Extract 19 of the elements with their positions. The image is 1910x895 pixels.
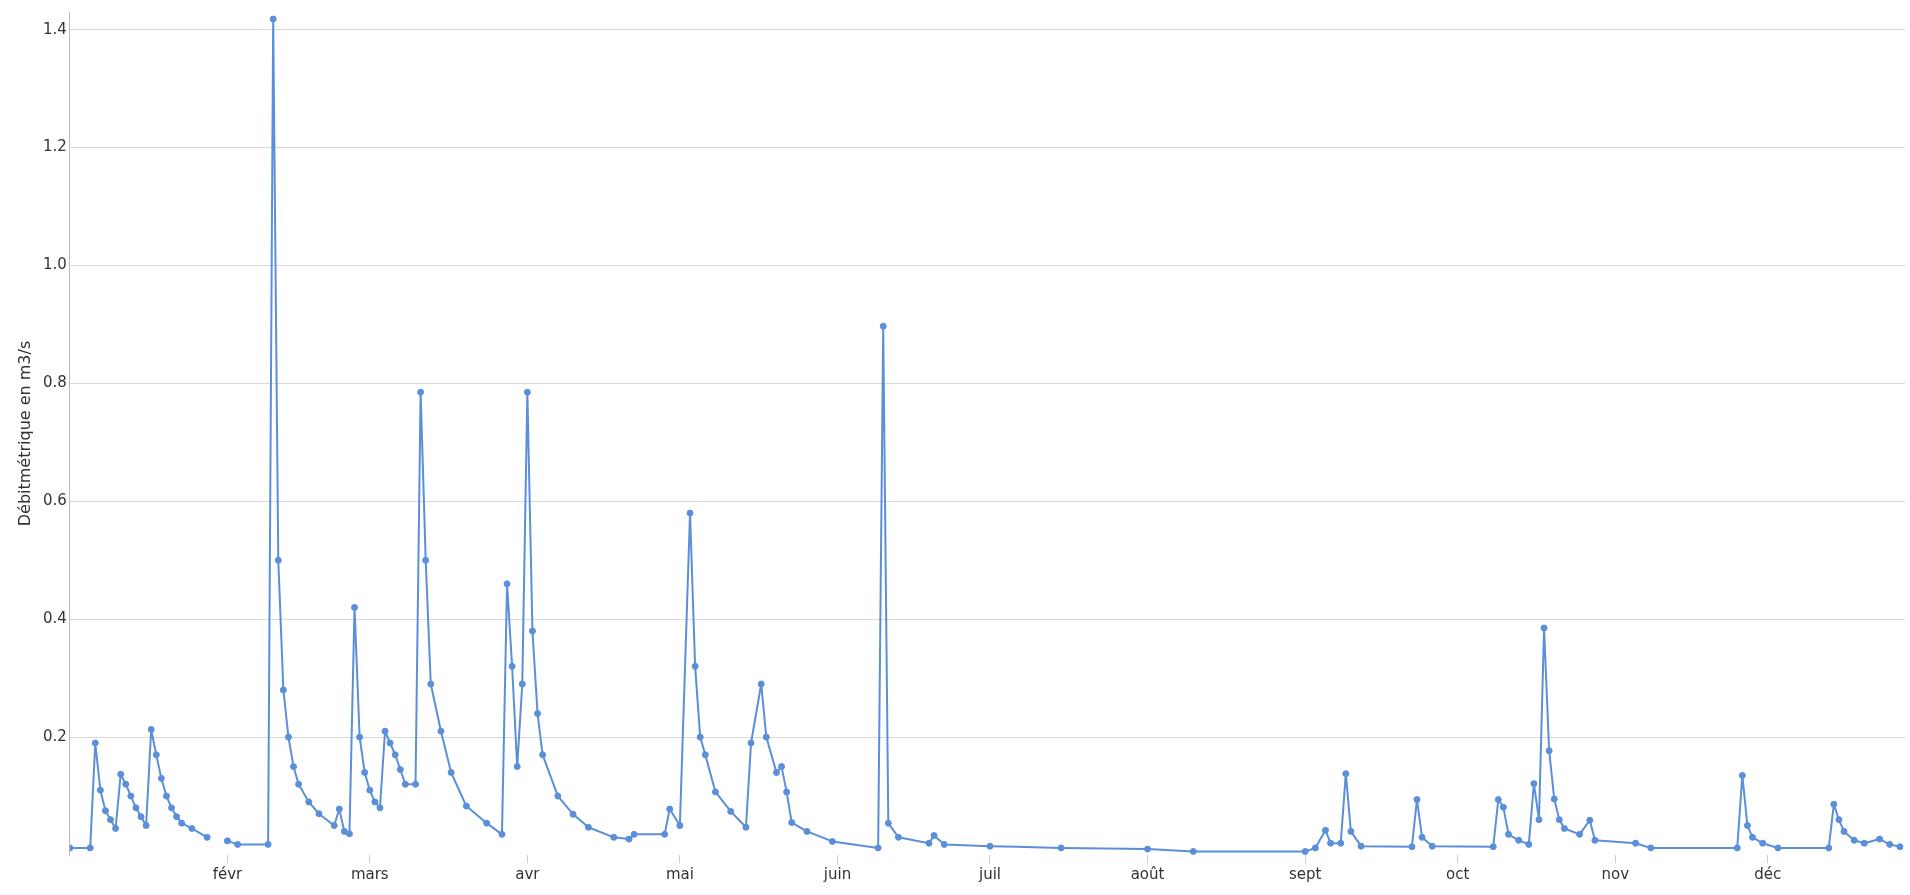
y-axis-title: Débitmétrique en m3/s: [15, 340, 35, 527]
x-tick-label: nov: [1601, 864, 1630, 883]
y-tick-label: 0.8: [43, 373, 67, 392]
y-tick-label: 0.4: [43, 609, 67, 628]
x-tick-label: mai: [665, 864, 694, 883]
x-tick-label: févr: [212, 864, 244, 883]
x-tick-label: oct: [1446, 864, 1470, 883]
x-tick-label: mars: [350, 864, 389, 883]
x-tick-label: juin: [822, 864, 852, 883]
x-tick-label: sept: [1288, 864, 1322, 883]
x-tick-label: août: [1130, 864, 1165, 883]
y-tick-label: 1.2: [43, 137, 67, 156]
y-tick-label: 0.2: [43, 726, 67, 745]
x-tick-label: avr: [515, 864, 541, 883]
x-tick-label: juil: [977, 864, 1001, 883]
y-tick-label: 0.6: [43, 491, 67, 510]
x-tick-label: déc: [1754, 864, 1782, 883]
y-tick-label: 1.4: [43, 19, 67, 38]
y-tick-label: 1.0: [43, 255, 67, 274]
